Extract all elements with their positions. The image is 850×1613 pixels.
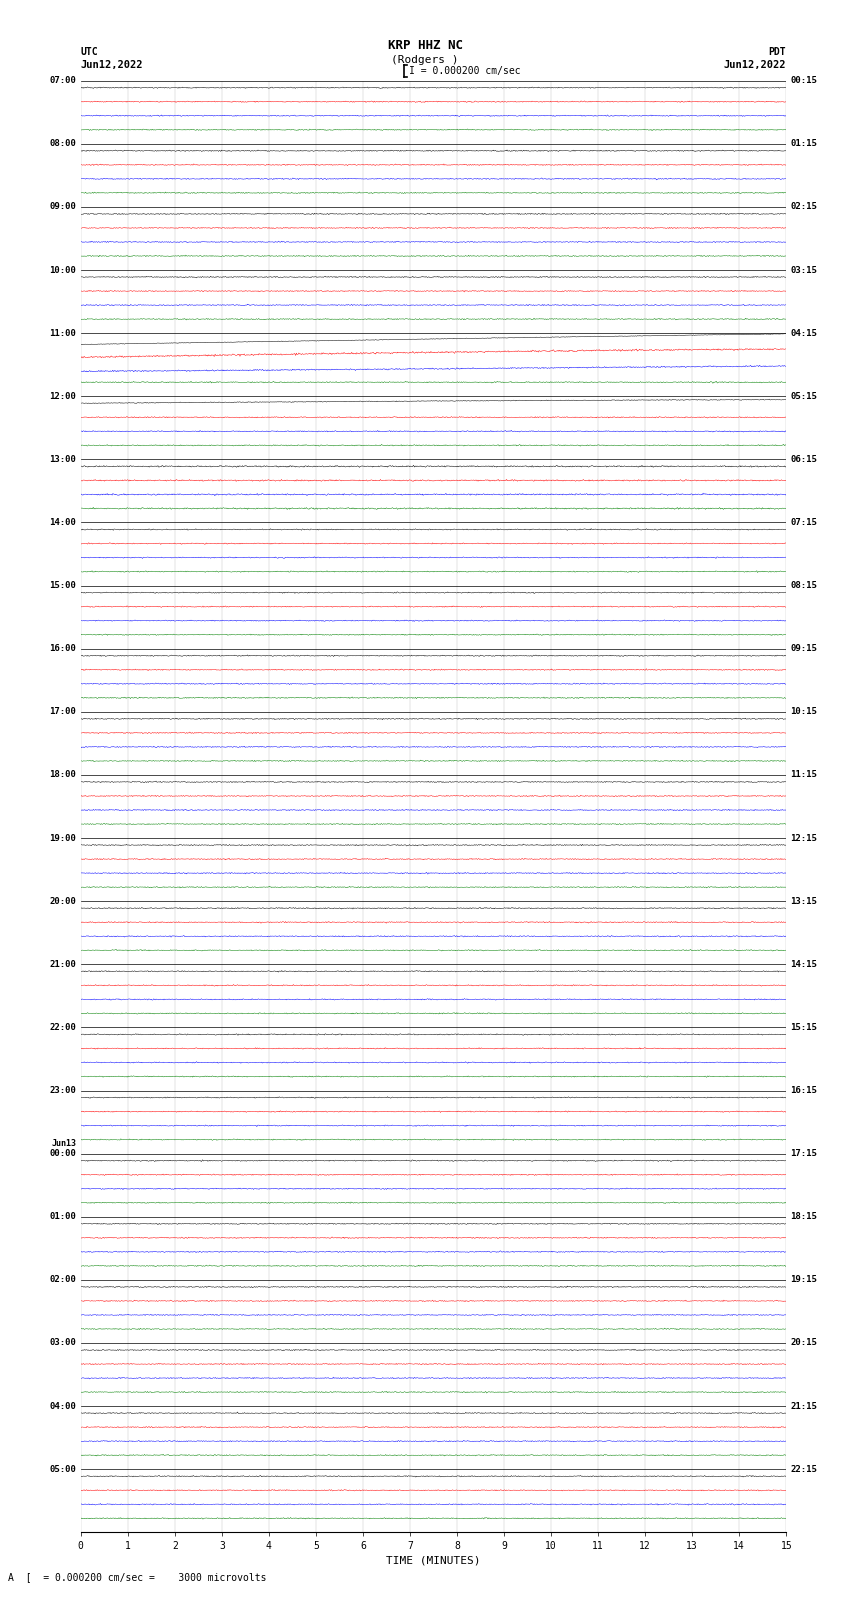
Text: PDT: PDT bbox=[768, 47, 786, 56]
Text: 05:15: 05:15 bbox=[790, 392, 818, 400]
Text: 23:00: 23:00 bbox=[49, 1086, 76, 1095]
Text: 16:00: 16:00 bbox=[49, 644, 76, 653]
Text: 21:00: 21:00 bbox=[49, 960, 76, 969]
Text: 18:00: 18:00 bbox=[49, 771, 76, 779]
Text: 07:00: 07:00 bbox=[49, 76, 76, 85]
Text: Jun13: Jun13 bbox=[52, 1139, 76, 1148]
Text: 02:00: 02:00 bbox=[49, 1276, 76, 1284]
Text: 21:15: 21:15 bbox=[790, 1402, 818, 1411]
Text: 19:00: 19:00 bbox=[49, 834, 76, 842]
Text: I = 0.000200 cm/sec: I = 0.000200 cm/sec bbox=[409, 66, 520, 76]
Text: 17:15: 17:15 bbox=[790, 1148, 818, 1158]
Text: 01:00: 01:00 bbox=[49, 1213, 76, 1221]
Text: 10:00: 10:00 bbox=[49, 266, 76, 274]
Text: 04:00: 04:00 bbox=[49, 1402, 76, 1411]
Text: 07:15: 07:15 bbox=[790, 518, 818, 527]
Text: 04:15: 04:15 bbox=[790, 329, 818, 337]
Text: Jun12,2022: Jun12,2022 bbox=[81, 60, 144, 69]
Text: 14:15: 14:15 bbox=[790, 960, 818, 969]
Text: 20:00: 20:00 bbox=[49, 897, 76, 905]
Text: A  [  = 0.000200 cm/sec =    3000 microvolts: A [ = 0.000200 cm/sec = 3000 microvolts bbox=[8, 1573, 267, 1582]
Text: 16:15: 16:15 bbox=[790, 1086, 818, 1095]
Text: 11:15: 11:15 bbox=[790, 771, 818, 779]
Text: 10:15: 10:15 bbox=[790, 708, 818, 716]
Text: 13:15: 13:15 bbox=[790, 897, 818, 905]
Text: 06:15: 06:15 bbox=[790, 455, 818, 465]
Text: 03:00: 03:00 bbox=[49, 1339, 76, 1347]
Text: 08:15: 08:15 bbox=[790, 581, 818, 590]
Text: 18:15: 18:15 bbox=[790, 1213, 818, 1221]
X-axis label: TIME (MINUTES): TIME (MINUTES) bbox=[386, 1555, 481, 1566]
Text: 09:00: 09:00 bbox=[49, 202, 76, 211]
Text: 09:15: 09:15 bbox=[790, 644, 818, 653]
Text: (Rodgers ): (Rodgers ) bbox=[391, 55, 459, 65]
Text: 20:15: 20:15 bbox=[790, 1339, 818, 1347]
Text: 11:00: 11:00 bbox=[49, 329, 76, 337]
Text: Jun12,2022: Jun12,2022 bbox=[723, 60, 786, 69]
Text: 01:15: 01:15 bbox=[790, 139, 818, 148]
Text: 22:00: 22:00 bbox=[49, 1023, 76, 1032]
Text: 15:15: 15:15 bbox=[790, 1023, 818, 1032]
Text: 03:15: 03:15 bbox=[790, 266, 818, 274]
Text: 02:15: 02:15 bbox=[790, 202, 818, 211]
Text: 14:00: 14:00 bbox=[49, 518, 76, 527]
Text: KRP HHZ NC: KRP HHZ NC bbox=[388, 39, 462, 52]
Text: 05:00: 05:00 bbox=[49, 1465, 76, 1474]
Text: 13:00: 13:00 bbox=[49, 455, 76, 465]
Text: 08:00: 08:00 bbox=[49, 139, 76, 148]
Text: 00:00: 00:00 bbox=[49, 1148, 76, 1158]
Text: 22:15: 22:15 bbox=[790, 1465, 818, 1474]
Text: 12:15: 12:15 bbox=[790, 834, 818, 842]
Text: 19:15: 19:15 bbox=[790, 1276, 818, 1284]
Text: 00:15: 00:15 bbox=[790, 76, 818, 85]
Text: 12:00: 12:00 bbox=[49, 392, 76, 400]
Text: UTC: UTC bbox=[81, 47, 99, 56]
Text: 15:00: 15:00 bbox=[49, 581, 76, 590]
Text: 17:00: 17:00 bbox=[49, 708, 76, 716]
